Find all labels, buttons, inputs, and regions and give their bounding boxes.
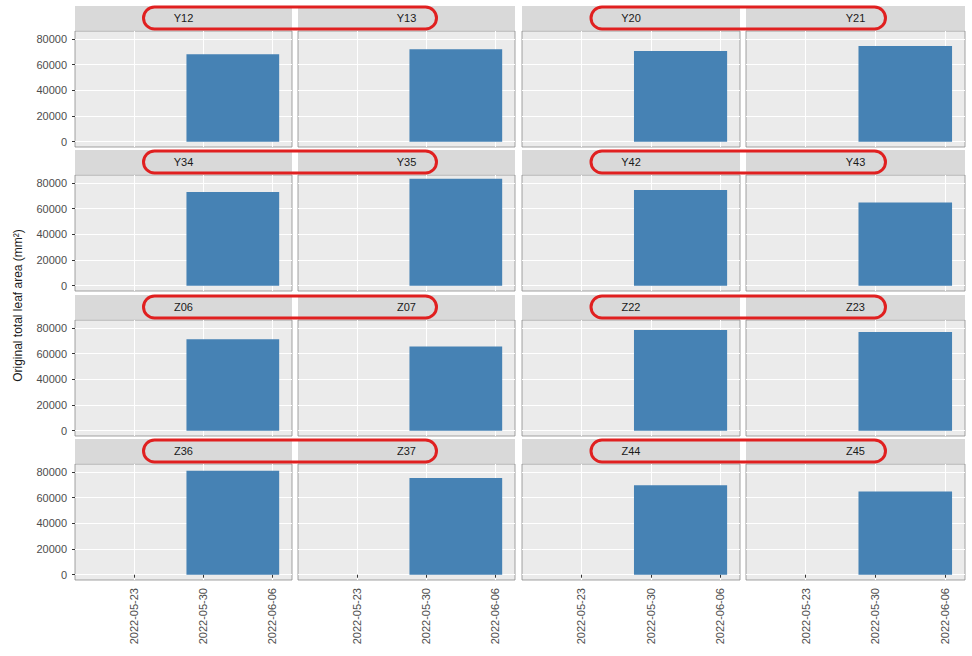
svg-text:40000: 40000 [36, 517, 67, 529]
svg-text:0: 0 [61, 569, 67, 581]
svg-text:2022-05-30: 2022-05-30 [197, 588, 209, 644]
svg-text:80000: 80000 [36, 466, 67, 478]
svg-text:Y20: Y20 [621, 12, 641, 24]
svg-text:2022-06-06: 2022-06-06 [266, 588, 278, 644]
svg-text:Original total leaf area (mm²): Original total leaf area (mm²) [11, 229, 25, 382]
svg-text:Z07: Z07 [397, 301, 416, 313]
svg-text:80000: 80000 [36, 33, 67, 45]
svg-text:20000: 20000 [36, 543, 67, 555]
svg-text:Y43: Y43 [846, 156, 866, 168]
svg-text:0: 0 [61, 425, 67, 437]
svg-text:Z22: Z22 [622, 301, 641, 313]
svg-text:2022-05-30: 2022-05-30 [645, 588, 657, 644]
svg-text:Y21: Y21 [846, 12, 866, 24]
svg-text:2022-05-30: 2022-05-30 [869, 588, 881, 644]
svg-text:0: 0 [61, 280, 67, 292]
svg-text:2022-05-30: 2022-05-30 [420, 588, 432, 644]
svg-text:Z36: Z36 [174, 445, 193, 457]
svg-text:40000: 40000 [36, 373, 67, 385]
svg-text:20000: 20000 [36, 110, 67, 122]
svg-text:2022-05-23: 2022-05-23 [351, 588, 363, 644]
svg-text:2022-06-06: 2022-06-06 [939, 588, 951, 644]
svg-text:Y42: Y42 [621, 156, 641, 168]
svg-text:Y35: Y35 [397, 156, 417, 168]
svg-text:80000: 80000 [36, 177, 67, 189]
svg-text:60000: 60000 [36, 203, 67, 215]
svg-text:20000: 20000 [36, 399, 67, 411]
svg-text:Z06: Z06 [174, 301, 193, 313]
svg-text:Z37: Z37 [397, 445, 416, 457]
svg-text:2022-06-06: 2022-06-06 [714, 588, 726, 644]
svg-text:Y13: Y13 [397, 12, 417, 24]
svg-text:2022-05-23: 2022-05-23 [575, 588, 587, 644]
svg-text:40000: 40000 [36, 84, 67, 96]
svg-text:0: 0 [61, 136, 67, 148]
svg-text:40000: 40000 [36, 228, 67, 240]
svg-text:Z45: Z45 [846, 445, 865, 457]
svg-text:2022-05-23: 2022-05-23 [128, 588, 140, 644]
svg-text:Y34: Y34 [174, 156, 194, 168]
svg-text:60000: 60000 [36, 59, 67, 71]
svg-text:2022-06-06: 2022-06-06 [489, 588, 501, 644]
svg-text:60000: 60000 [36, 492, 67, 504]
svg-text:80000: 80000 [36, 322, 67, 334]
svg-text:20000: 20000 [36, 254, 67, 266]
svg-text:Z23: Z23 [846, 301, 865, 313]
svg-text:60000: 60000 [36, 348, 67, 360]
svg-text:2022-05-23: 2022-05-23 [800, 588, 812, 644]
svg-text:Y12: Y12 [174, 12, 194, 24]
svg-text:Z44: Z44 [622, 445, 641, 457]
